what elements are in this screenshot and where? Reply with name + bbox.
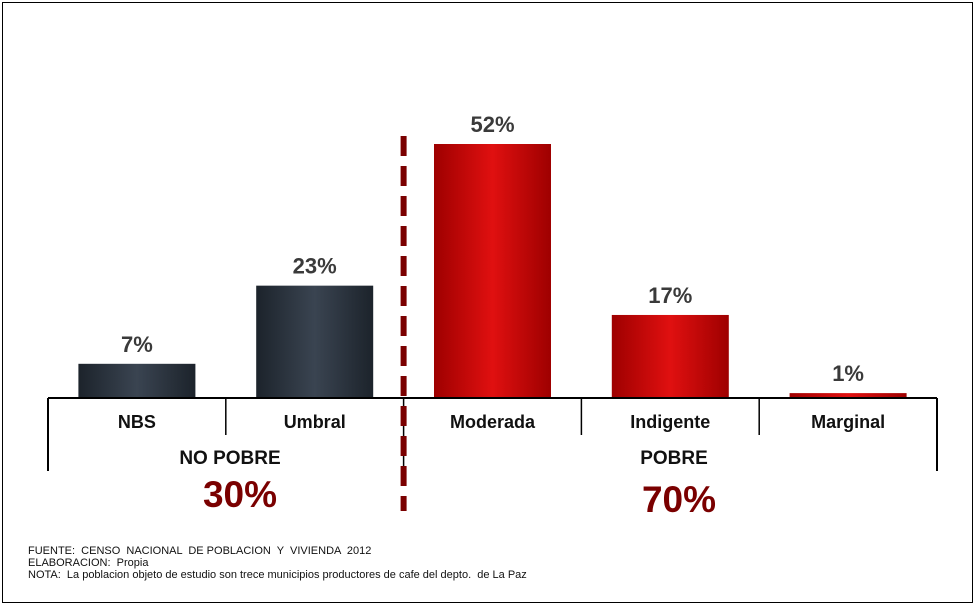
bar-marginal (789, 393, 907, 398)
category-label-umbral: Umbral (284, 412, 346, 432)
group-label-no-pobre: NO POBRE (179, 448, 281, 469)
group-total-no-pobre: 30% (202, 474, 278, 515)
source-notes: FUENTE: CENSO NACIONAL DE POBLACION Y VI… (28, 545, 527, 581)
data-label-marginal: 1% (832, 361, 864, 386)
data-label-nbs: 7% (121, 332, 153, 357)
group-total-pobre: 70% (641, 479, 717, 520)
category-label-nbs: NBS (118, 412, 156, 432)
data-label-moderada: 52% (470, 112, 514, 137)
data-label-indigente: 17% (648, 283, 692, 308)
bar-moderada (434, 144, 551, 398)
bar-umbral (256, 285, 374, 398)
note-nota: NOTA: La poblacion objeto de estudio son… (28, 569, 527, 581)
note-fuente: FUENTE: CENSO NACIONAL DE POBLACION Y VI… (28, 545, 372, 557)
bar-chart: 7% NBS 23% Umbral 52% Moderada 17% Indigente 1% M… (47, 112, 938, 511)
category-label-moderada: Moderada (450, 412, 536, 432)
group-label-pobre: POBRE (640, 448, 708, 469)
note-elaboracion: ELABORACION: Propia (28, 557, 149, 569)
data-label-umbral: 23% (293, 254, 337, 279)
category-label-marginal: Marginal (811, 412, 885, 432)
category-label-indigente: Indigente (630, 412, 710, 432)
bar-nbs (78, 363, 196, 398)
bar-indigente (611, 314, 729, 398)
